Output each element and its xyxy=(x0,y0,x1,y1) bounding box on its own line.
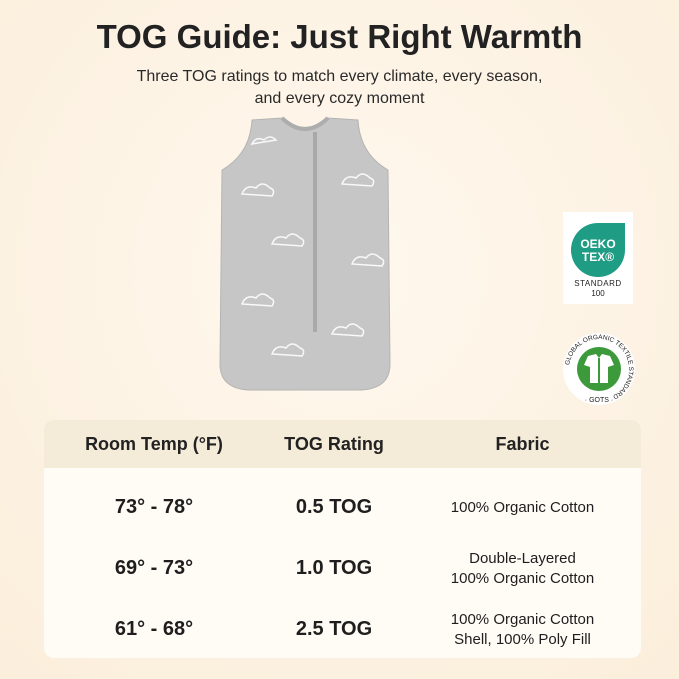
gots-badge: GLOBAL ORGANIC TEXTILE STANDARD · GOTS · xyxy=(552,323,646,414)
table-row: 73° - 78° 0.5 TOG 100% Organic Cotton xyxy=(44,477,641,538)
svg-text:OEKO: OEKO xyxy=(580,237,615,251)
oeko-tex-badge: OEKO TEX® STANDARD 100 xyxy=(563,212,633,304)
header-tog-rating: TOG Rating xyxy=(284,433,384,454)
sleep-sack-image xyxy=(219,116,391,391)
table-row: 69° - 73° 1.0 TOG Double-Layered 100% Org… xyxy=(44,538,641,599)
temp-cell: 61° - 68° xyxy=(114,618,194,640)
fabric-cell: 100% Organic Cotton Shell, 100% Poly Fill xyxy=(450,610,595,648)
tog-cell: 0.5 TOG xyxy=(295,496,373,518)
gots-abbr: · GOTS · xyxy=(585,397,613,404)
svg-text:STANDARD: STANDARD xyxy=(574,279,621,288)
temp-cell: 69° - 73° xyxy=(114,557,194,579)
fabric-cell: Double-Layered 100% Organic Cotton xyxy=(450,549,595,587)
tog-cell: 1.0 TOG xyxy=(295,557,373,579)
tog-table: Room Temp (°F) TOG Rating Fabric 73° - 7… xyxy=(44,420,641,658)
svg-text:100: 100 xyxy=(591,289,605,298)
subtitle: Three TOG ratings to match every climate… xyxy=(0,66,679,110)
table-row: 61° - 68° 2.5 TOG 100% Organic Cotton She… xyxy=(44,599,641,658)
page-title: TOG Guide: Just Right Warmth xyxy=(96,18,583,55)
subtitle-line: Three TOG ratings to match every climate… xyxy=(136,68,543,85)
header-room-temp: Room Temp (°F) xyxy=(85,433,223,454)
subtitle-line: and every cozy moment xyxy=(254,90,425,107)
tog-cell: 2.5 TOG xyxy=(295,618,373,640)
temp-cell: 73° - 78° xyxy=(114,496,194,518)
header-fabric: Fabric xyxy=(495,433,550,454)
table-header: Room Temp (°F) TOG Rating Fabric xyxy=(44,420,641,468)
svg-text:TEX®: TEX® xyxy=(582,250,614,264)
fabric-cell: 100% Organic Cotton xyxy=(450,498,595,516)
